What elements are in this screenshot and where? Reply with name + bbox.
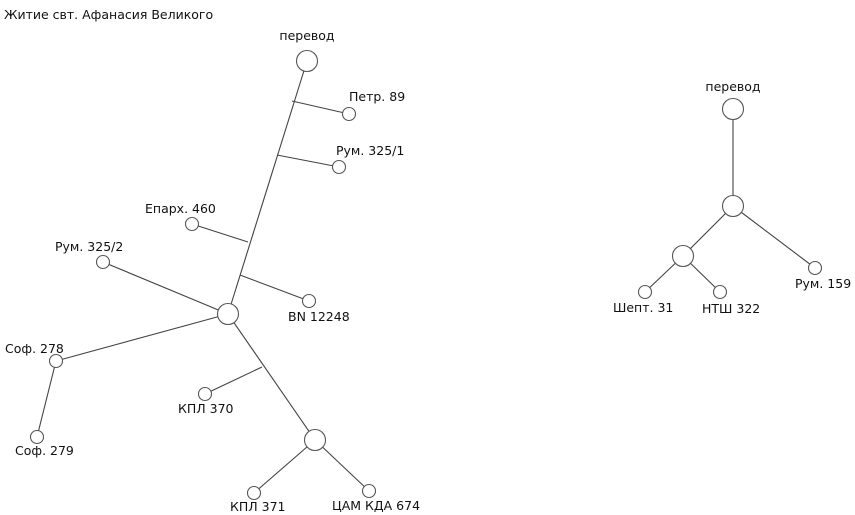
- edge-L_hub-L_sub: [227, 313, 316, 441]
- node-R_mid: [721, 194, 745, 218]
- edge-R_mid-R_sub: [682, 205, 734, 257]
- node-label-L_root: перевод: [279, 28, 334, 43]
- node-label-L_kpl370: КПЛ 370: [178, 401, 234, 416]
- node-L_root: [295, 49, 319, 73]
- node-L_kpl370: [197, 386, 213, 402]
- node-label-L_epar: Епарх. 460: [145, 201, 216, 216]
- node-L_bn: [301, 293, 317, 309]
- node-label-R_root: перевод: [705, 79, 760, 94]
- edge-L_hub-L_sof278: [55, 313, 229, 362]
- edge-L_root-L_hub: [227, 60, 308, 315]
- edges: [36, 60, 816, 494]
- node-L_sof279: [29, 429, 45, 445]
- node-label-R_shept: Шепт. 31: [613, 300, 673, 315]
- node-label-L_sof278: Соф. 278: [5, 341, 64, 356]
- node-label-L_bn: BN 12248: [288, 309, 350, 324]
- edge-L_sof278-L_sof279: [36, 360, 57, 438]
- node-label-L_kpl371: КПЛ 371: [230, 499, 286, 514]
- edge-L_hub-L_rum2: [102, 261, 229, 315]
- node-L_rum1: [331, 159, 347, 175]
- node-label-L_rum2: Рум. 325/2: [55, 239, 123, 254]
- node-L_sub: [303, 428, 327, 452]
- edge-R_mid-R_rum159: [732, 205, 816, 269]
- edge-L_sub-L_cam: [314, 439, 370, 492]
- diagram-title: Житие свт. Афанасия Великого: [4, 7, 214, 22]
- node-L_rum2: [95, 254, 111, 270]
- node-L_kpl371: [246, 485, 262, 501]
- node-label-L_rum1: Рум. 325/1: [336, 143, 404, 158]
- node-label-L_sof279: Соф. 279: [15, 443, 74, 458]
- tree-left: перевод Петр. 89 Рум. 325/1 Епарх. 460 BN 12…: [5, 28, 420, 514]
- node-L_epar: [184, 216, 200, 232]
- node-label-R_ntsh: НТШ 322: [702, 301, 760, 316]
- edge-J_epar-L_epar: [191, 223, 249, 243]
- node-label-L_petr: Петр. 89: [349, 89, 405, 104]
- node-L_petr: [341, 106, 357, 122]
- edge-J_kpl-L_kpl370: [204, 366, 263, 395]
- edge-J_bn-L_bn: [239, 274, 310, 302]
- node-label-R_rum159: Рум. 159: [795, 276, 851, 291]
- edge-J_petr-L_petr: [291, 100, 350, 115]
- node-L_cam: [361, 483, 377, 499]
- node-R_rum159: [807, 260, 823, 276]
- node-R_sub: [671, 244, 695, 268]
- node-L_sof278: [48, 353, 64, 369]
- node-R_root: [721, 97, 745, 121]
- edge-J_rum1-L_rum1: [276, 154, 340, 168]
- node-R_shept: [637, 284, 653, 300]
- edge-L_sub-L_kpl371: [253, 439, 316, 494]
- node-L_hub: [216, 302, 240, 326]
- node-R_ntsh: [712, 284, 728, 300]
- tree-right: перевод Рум. 159 Шепт. 31 НТШ 322: [613, 79, 851, 316]
- node-label-L_cam: ЦАМ КДА 674: [332, 498, 420, 513]
